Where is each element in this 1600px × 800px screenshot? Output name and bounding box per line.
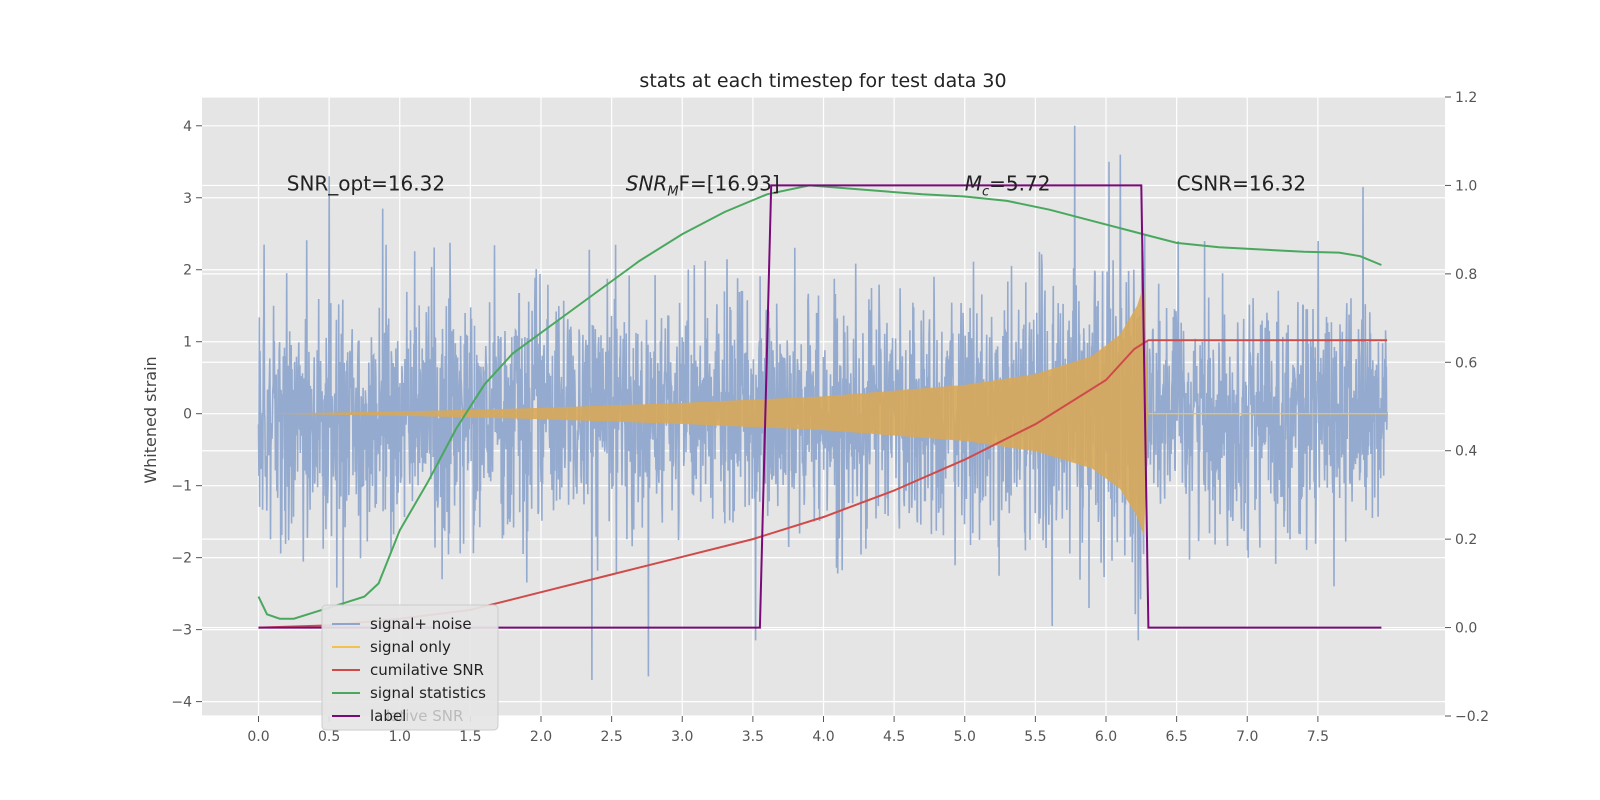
x-tick-label: 3.5 (742, 729, 764, 745)
y-right-tick-label: 1.0 (1455, 178, 1477, 194)
legend-box (321, 604, 499, 731)
y-tick-label: −2 (171, 551, 192, 567)
legend-label: signal+ noise (370, 615, 472, 633)
x-tick-label: 2.0 (530, 729, 552, 745)
y-tick-label: 3 (183, 191, 192, 207)
series-line (258, 184, 1382, 629)
y-tick-label: 0 (183, 407, 192, 423)
y-tick-label: 1 (183, 335, 192, 351)
series-line (257, 184, 1382, 620)
x-tick-label: 2.5 (600, 729, 622, 745)
annotation-text: Mc=5.72 (965, 171, 1051, 199)
series-layer (257, 125, 1388, 681)
y-tick-label: −1 (171, 479, 192, 495)
annotation-text: SNRMF=[16.93] (626, 171, 780, 199)
x-tick-label: 7.0 (1236, 729, 1258, 745)
annotations: SNR_opt=16.32 SNRMF=[16.93] Mc=5.72 CSNR=16… (287, 171, 1306, 199)
y-right-tick-label: 0.2 (1455, 532, 1477, 548)
x-tick-label: 0.0 (247, 729, 269, 745)
y-right-tick-label: 0.6 (1455, 355, 1477, 371)
x-tick-label: 1.5 (459, 729, 481, 745)
axes: 0.0 0.5 1.0 1.5 2.0 2.5 3.0 3.5 4.0 4.5 5.0 5.5 6.0 6… (171, 90, 1489, 745)
legend: lative SNR signal+ noise signal only cumila… (321, 604, 499, 731)
annotation-text: CSNR=16.32 (1177, 171, 1307, 195)
y-tick-label: −3 (171, 623, 192, 639)
y-right-tick-label: 0.4 (1455, 444, 1477, 460)
x-tick-label: 5.5 (1024, 729, 1046, 745)
x-tick-label: 3.0 (671, 729, 693, 745)
x-tick-label: 6.0 (1095, 729, 1117, 745)
legend-label: cumilative SNR (370, 661, 484, 679)
y-right-tick-label: 0.0 (1455, 621, 1477, 637)
x-tick-label: 7.5 (1307, 729, 1329, 745)
legend-ghost-text: lative SNR (386, 707, 463, 725)
y-right-tick-label: −0.2 (1455, 709, 1489, 725)
series-signal-only-fill (258, 284, 1388, 537)
x-tick-label: 4.0 (812, 729, 834, 745)
x-tick-label: 0.5 (318, 729, 340, 745)
x-tick-label: 4.5 (883, 729, 905, 745)
y-tick-label: 2 (183, 263, 192, 279)
x-tick-label: 1.0 (389, 729, 411, 745)
series-label (258, 184, 1382, 629)
x-tick-label: 6.5 (1165, 729, 1187, 745)
legend-label: label (370, 707, 406, 725)
annotation-text: SNR_opt=16.32 (287, 171, 445, 195)
chart-title: stats at each timestep for test data 30 (639, 70, 1006, 92)
y-right-tick-label: 0.8 (1455, 267, 1477, 283)
series-signal-noise (257, 125, 1388, 681)
x-tick-label: 5.0 (954, 729, 976, 745)
y-right-tick-label: 1.2 (1455, 90, 1477, 106)
y-tick-label: −4 (171, 695, 192, 711)
y-tick-label: 4 (183, 119, 192, 135)
y-axis-label: Whitened strain (141, 356, 160, 483)
legend-label: signal only (370, 638, 451, 656)
legend-label: signal statistics (370, 684, 486, 702)
